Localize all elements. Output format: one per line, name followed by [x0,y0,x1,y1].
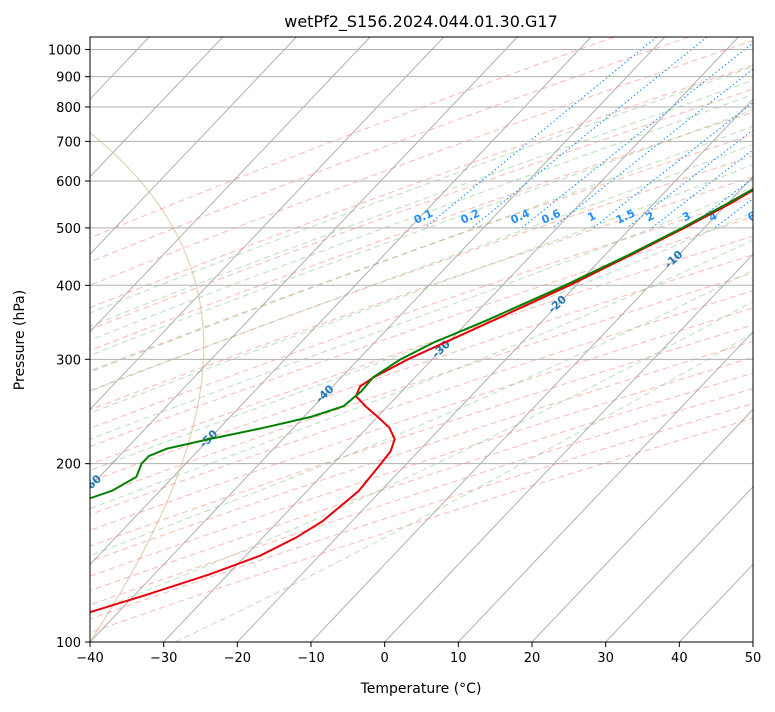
y-axis-label: Pressure (hPa) [12,290,28,390]
isotherm-gridline [236,98,753,642]
isotherm-gridline [90,37,224,178]
moist-adiabat [174,332,753,642]
dry-adiabat [90,254,753,482]
isotherm-gridline [90,37,592,566]
moist-adiabat [90,239,753,510]
dry-adiabat [90,40,753,286]
mixing-ratio-line [687,177,753,229]
tan-curve [90,131,205,642]
x-tick-label: 50 [745,651,762,666]
moist-adiabat [90,93,753,341]
moist-adiabat [90,109,753,356]
moist-adiabat [90,300,753,614]
temperature-line [90,189,753,614]
y-tick-label: 800 [56,101,81,116]
dry-adiabat [90,196,753,429]
dry-adiabat [90,133,753,372]
x-tick-label: 40 [671,651,688,666]
x-tick-label: 10 [450,651,467,666]
dry-adiabat [90,88,753,331]
moist-adiabat [90,125,753,373]
dry-adiabat [90,387,753,606]
moist-adiabat [90,269,753,557]
sounding-profiles [90,187,753,614]
moist-adiabat [90,211,753,472]
isotherm-gridline [531,408,753,642]
x-tick-label: −20 [224,651,251,666]
dry-adiabat [90,216,753,448]
y-tick-label: 700 [56,135,81,150]
y-tick-label: 400 [56,279,81,294]
x-axis-label: Temperature (°C) [360,681,482,697]
isotherm-gridline [90,37,297,256]
isotherm-gridline [90,37,666,642]
x-tick-label: 0 [381,651,389,666]
mixing-ratio-lines [424,37,753,229]
mixing-ratio-line [424,37,657,229]
dry-adiabat [90,37,615,239]
moist-adiabat [90,65,753,314]
isotherm-gridline [90,37,518,488]
isotherm-gridline [90,37,445,411]
moist-adiabat [90,186,753,440]
dewpoint-line [90,187,753,500]
dry-adiabat [90,37,690,263]
dry-adiabat [90,64,753,309]
dry-adiabat [90,356,753,577]
dry-adiabat [90,340,753,562]
y-tick-label: 300 [56,353,81,368]
y-tick-label: 100 [56,636,81,651]
mixing-ratio-label: 6 [746,209,759,224]
dry-adiabat [90,290,753,516]
x-tick-label: −40 [76,651,103,666]
x-tick-label: −30 [150,651,177,666]
moist-adiabat [90,79,753,327]
dry-adiabat [90,307,753,532]
dry-adiabat [90,111,753,352]
chart-title: wetPf2_S156.2024.044.01.30.G17 [284,12,558,32]
plot-frame [89,36,754,643]
mixing-ratio-line [592,101,753,229]
x-tick-label: 30 [597,651,614,666]
axes: −40 −30 −20 −10 0 10 20 30 40 50 1000 900 800 700 600 5… [48,44,761,666]
pressure-grid [90,49,753,642]
y-tick-label: 600 [56,175,81,190]
isotherm-gridline [605,486,753,642]
x-tick-label: 20 [524,651,541,666]
y-tick-label: 500 [56,222,81,237]
mixing-ratio-line [471,37,708,229]
isotherm-gridline [457,331,753,642]
y-tick-label: 900 [56,71,81,86]
dry-adiabats [90,37,753,634]
y-tick-label: 1000 [48,44,81,59]
x-tick-label: −10 [297,651,324,666]
isotherm-gridline [384,253,753,642]
moist-adiabats [90,65,753,642]
isotherm-gridline [90,37,371,333]
tan-curves [90,131,205,642]
mixing-ratio-line [521,42,753,229]
isotherm-grid [90,37,753,642]
y-tick-label: 200 [56,458,81,473]
